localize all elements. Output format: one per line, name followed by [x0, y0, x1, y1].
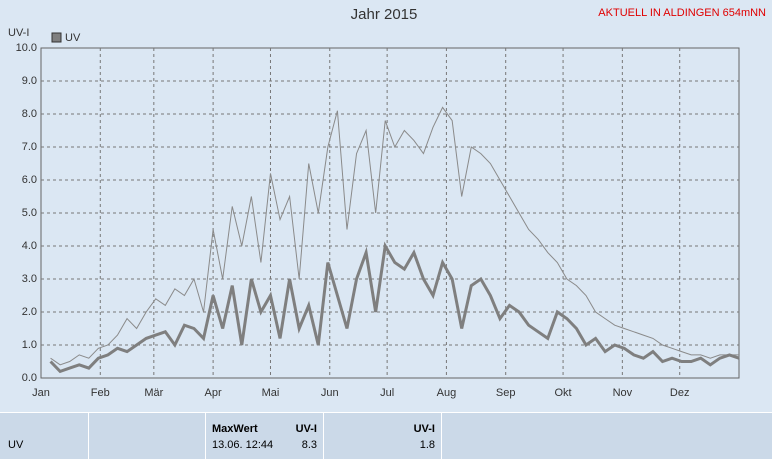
- y-tick-label: 6.0: [22, 174, 37, 186]
- time: 13.06. 12:44: [212, 439, 274, 451]
- x-tick-label: Okt: [555, 387, 572, 399]
- y-tick-label: 9.0: [22, 75, 37, 87]
- y-tick-label: 2.0: [22, 306, 37, 318]
- x-tick-label: Mär: [144, 387, 163, 399]
- y-tick-label: 8.0: [22, 108, 37, 120]
- y-tick-label: 1.0: [22, 339, 37, 351]
- legend-label: UV: [65, 32, 81, 44]
- x-tick-label: Dez: [670, 387, 690, 399]
- header: MaxWert: [212, 423, 258, 435]
- y-tick-label: 5.0: [22, 207, 37, 219]
- x-tick-label: Jun: [321, 387, 339, 399]
- cell: MaxWert UV-I 13.06. 12:44 8.3: [206, 413, 324, 459]
- cell: UV-I 1.8: [324, 413, 442, 459]
- summary-table: UV MaxWert UV-I 13.06. 12:44 8.3 UV-I 1.…: [0, 412, 772, 459]
- y-tick-label: 4.0: [22, 240, 37, 252]
- x-tick-label: Nov: [613, 387, 633, 399]
- chart-title: Jahr 2015: [351, 6, 418, 23]
- x-tick-label: Sep: [496, 387, 516, 399]
- y-axis-label: UV-I: [8, 27, 29, 39]
- header: UV-I: [413, 423, 435, 435]
- chart-subtitle: AKTUELL IN ALDINGEN 654mNN: [598, 7, 766, 19]
- y-tick-label: 7.0: [22, 141, 37, 153]
- y-tick-label: 0.0: [22, 372, 37, 384]
- x-tick-label: Mai: [262, 387, 280, 399]
- y-tick-label: 10.0: [16, 42, 37, 54]
- cell: UV: [0, 413, 89, 459]
- chart: Jahr 2015 AKTUELL IN ALDINGEN 654mNN UV-…: [8, 6, 766, 399]
- y-tick-label: 3.0: [22, 273, 37, 285]
- value: 8.3: [301, 439, 317, 451]
- x-tick-label: Jan: [32, 387, 50, 399]
- x-tick-label: Aug: [437, 387, 457, 399]
- x-tick-label: Jul: [380, 387, 394, 399]
- line: [49, 241, 740, 374]
- value: 1.8: [419, 439, 435, 451]
- cell: [89, 413, 206, 459]
- header: UV-I: [295, 423, 317, 435]
- legend-swatch: [51, 32, 62, 43]
- x-tick-label: Feb: [91, 387, 110, 399]
- row-label: UV: [8, 439, 24, 451]
- line: [50, 106, 739, 366]
- x-tick-label: Apr: [205, 387, 222, 399]
